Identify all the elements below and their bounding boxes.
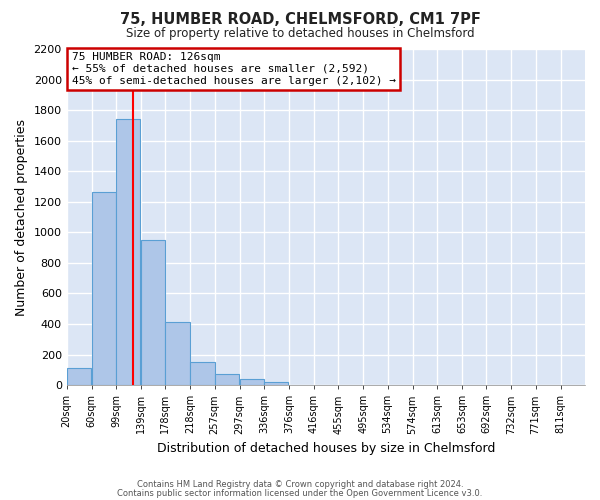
Bar xyxy=(141,240,166,385)
Bar xyxy=(166,322,190,385)
Text: Size of property relative to detached houses in Chelmsford: Size of property relative to detached ho… xyxy=(125,28,475,40)
Text: 75, HUMBER ROAD, CHELMSFORD, CM1 7PF: 75, HUMBER ROAD, CHELMSFORD, CM1 7PF xyxy=(119,12,481,28)
Text: 75 HUMBER ROAD: 126sqm
← 55% of detached houses are smaller (2,592)
45% of semi-: 75 HUMBER ROAD: 126sqm ← 55% of detached… xyxy=(72,52,396,86)
Bar xyxy=(215,374,239,385)
Bar xyxy=(116,120,140,385)
Bar xyxy=(67,368,91,385)
Bar xyxy=(264,382,289,385)
Y-axis label: Number of detached properties: Number of detached properties xyxy=(15,118,28,316)
Bar xyxy=(92,192,116,385)
X-axis label: Distribution of detached houses by size in Chelmsford: Distribution of detached houses by size … xyxy=(157,442,495,455)
Bar xyxy=(190,362,215,385)
Text: Contains public sector information licensed under the Open Government Licence v3: Contains public sector information licen… xyxy=(118,488,482,498)
Text: Contains HM Land Registry data © Crown copyright and database right 2024.: Contains HM Land Registry data © Crown c… xyxy=(137,480,463,489)
Bar xyxy=(239,380,264,385)
